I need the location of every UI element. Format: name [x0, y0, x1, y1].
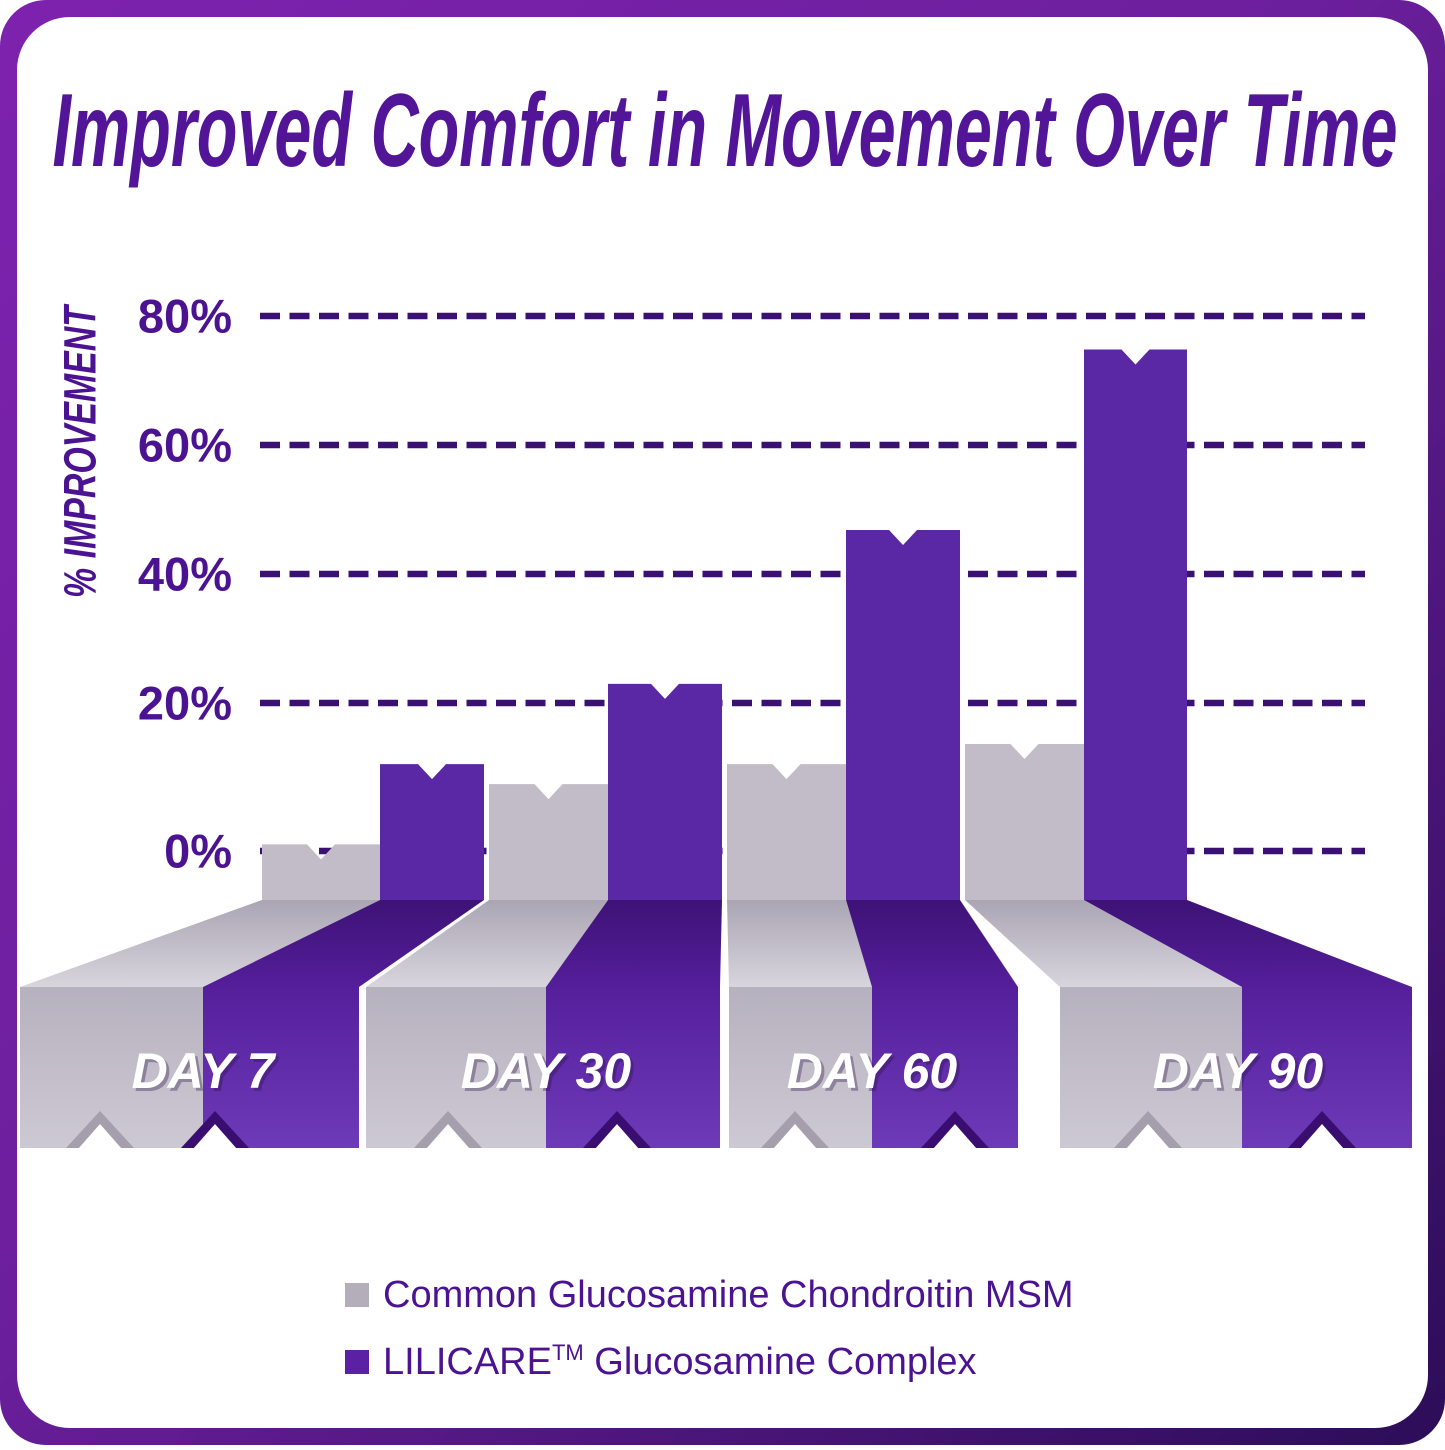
bar-day-7-common — [262, 844, 380, 900]
day-label-day-90: DAY 90 — [1153, 1043, 1324, 1099]
floor-band-day-90-common — [965, 900, 1242, 987]
legend-lilicare-rest: Glucosamine Complex — [584, 1341, 977, 1383]
day-label-day-30: DAY 30 — [461, 1043, 632, 1099]
bars — [262, 349, 1187, 900]
bottom-notches — [66, 1111, 1356, 1149]
y-tick-label-80: 80% — [138, 290, 232, 343]
day-label-day-60: DAY 60 — [787, 1043, 958, 1099]
floor-band-day-60-lilicare — [846, 900, 1018, 987]
notch-cut-day-7-lilicare — [193, 1124, 237, 1149]
bar-day-30-lilicare — [608, 683, 722, 900]
y-tick-label-40: 40% — [138, 548, 232, 601]
y-axis-label: % IMPROVEMENT — [55, 303, 106, 598]
day-label-day-7: DAY 7 — [132, 1043, 277, 1099]
day-label-shadow-day-7: DAY 7 — [135, 1046, 280, 1102]
day-label-shadow-day-90: DAY 90 — [1156, 1046, 1327, 1102]
y-tick-label-60: 60% — [138, 419, 232, 472]
bar-day-30-common — [489, 784, 608, 900]
floor-band-day-60-common — [727, 900, 872, 987]
bar-day-60-lilicare — [846, 530, 960, 900]
legend-swatch-lilicare-purple — [345, 1350, 369, 1374]
floor-band-day-30-lilicare — [546, 900, 722, 987]
front-face-day-7-lilicare — [203, 987, 359, 1148]
bar-day-90-lilicare — [1084, 349, 1187, 900]
front-face-day-7-common — [20, 987, 203, 1148]
legend-lilicare-tm-superscript: TM — [552, 1340, 584, 1365]
legend: Common Glucosamine Chondroitin MSM LILIC… — [345, 1274, 1074, 1383]
bar-day-7-lilicare — [380, 764, 484, 900]
floor-band-day-90-lilicare — [1084, 900, 1412, 987]
floor-band-day-7-common — [20, 900, 380, 987]
y-tick-label-0: 0% — [164, 825, 232, 878]
day-label-shadow-day-30: DAY 30 — [464, 1046, 635, 1102]
notch-cut-day-60-common — [773, 1124, 817, 1149]
bar-day-90-common — [965, 744, 1084, 900]
front-face-day-60-lilicare — [872, 987, 1018, 1148]
notch-cut-day-90-common — [1126, 1124, 1170, 1149]
front-face-day-30-lilicare — [546, 987, 720, 1148]
floor-band-day-7-lilicare — [203, 900, 484, 987]
notch-cut-day-30-lilicare — [595, 1124, 639, 1149]
legend-label-common: Common Glucosamine Chondroitin MSM — [383, 1274, 1074, 1316]
notch-cut-day-90-lilicare — [1300, 1124, 1344, 1149]
bar-day-60-common — [727, 764, 846, 900]
front-faces — [20, 987, 1412, 1148]
y-tick-label-20: 20% — [138, 677, 232, 730]
perspective-floor-bands — [20, 900, 1412, 987]
day-label-shadow-day-60: DAY 60 — [790, 1046, 961, 1102]
legend-label-lilicare: LILICARETM Glucosamine Complex — [383, 1340, 977, 1383]
chart-title: Improved Comfort in Movement Over Time — [53, 73, 1398, 189]
y-tick-labels: 80% 60% 40% 20% 0% — [138, 290, 232, 878]
notch-cut-day-30-common — [426, 1124, 470, 1149]
legend-lilicare-brand: LILICARE — [383, 1341, 552, 1383]
floor-band-day-30-common — [366, 900, 608, 987]
notch-cut-day-60-lilicare — [933, 1124, 977, 1149]
notch-cut-day-7-common — [78, 1124, 122, 1149]
legend-swatch-common-gray — [345, 1283, 369, 1307]
